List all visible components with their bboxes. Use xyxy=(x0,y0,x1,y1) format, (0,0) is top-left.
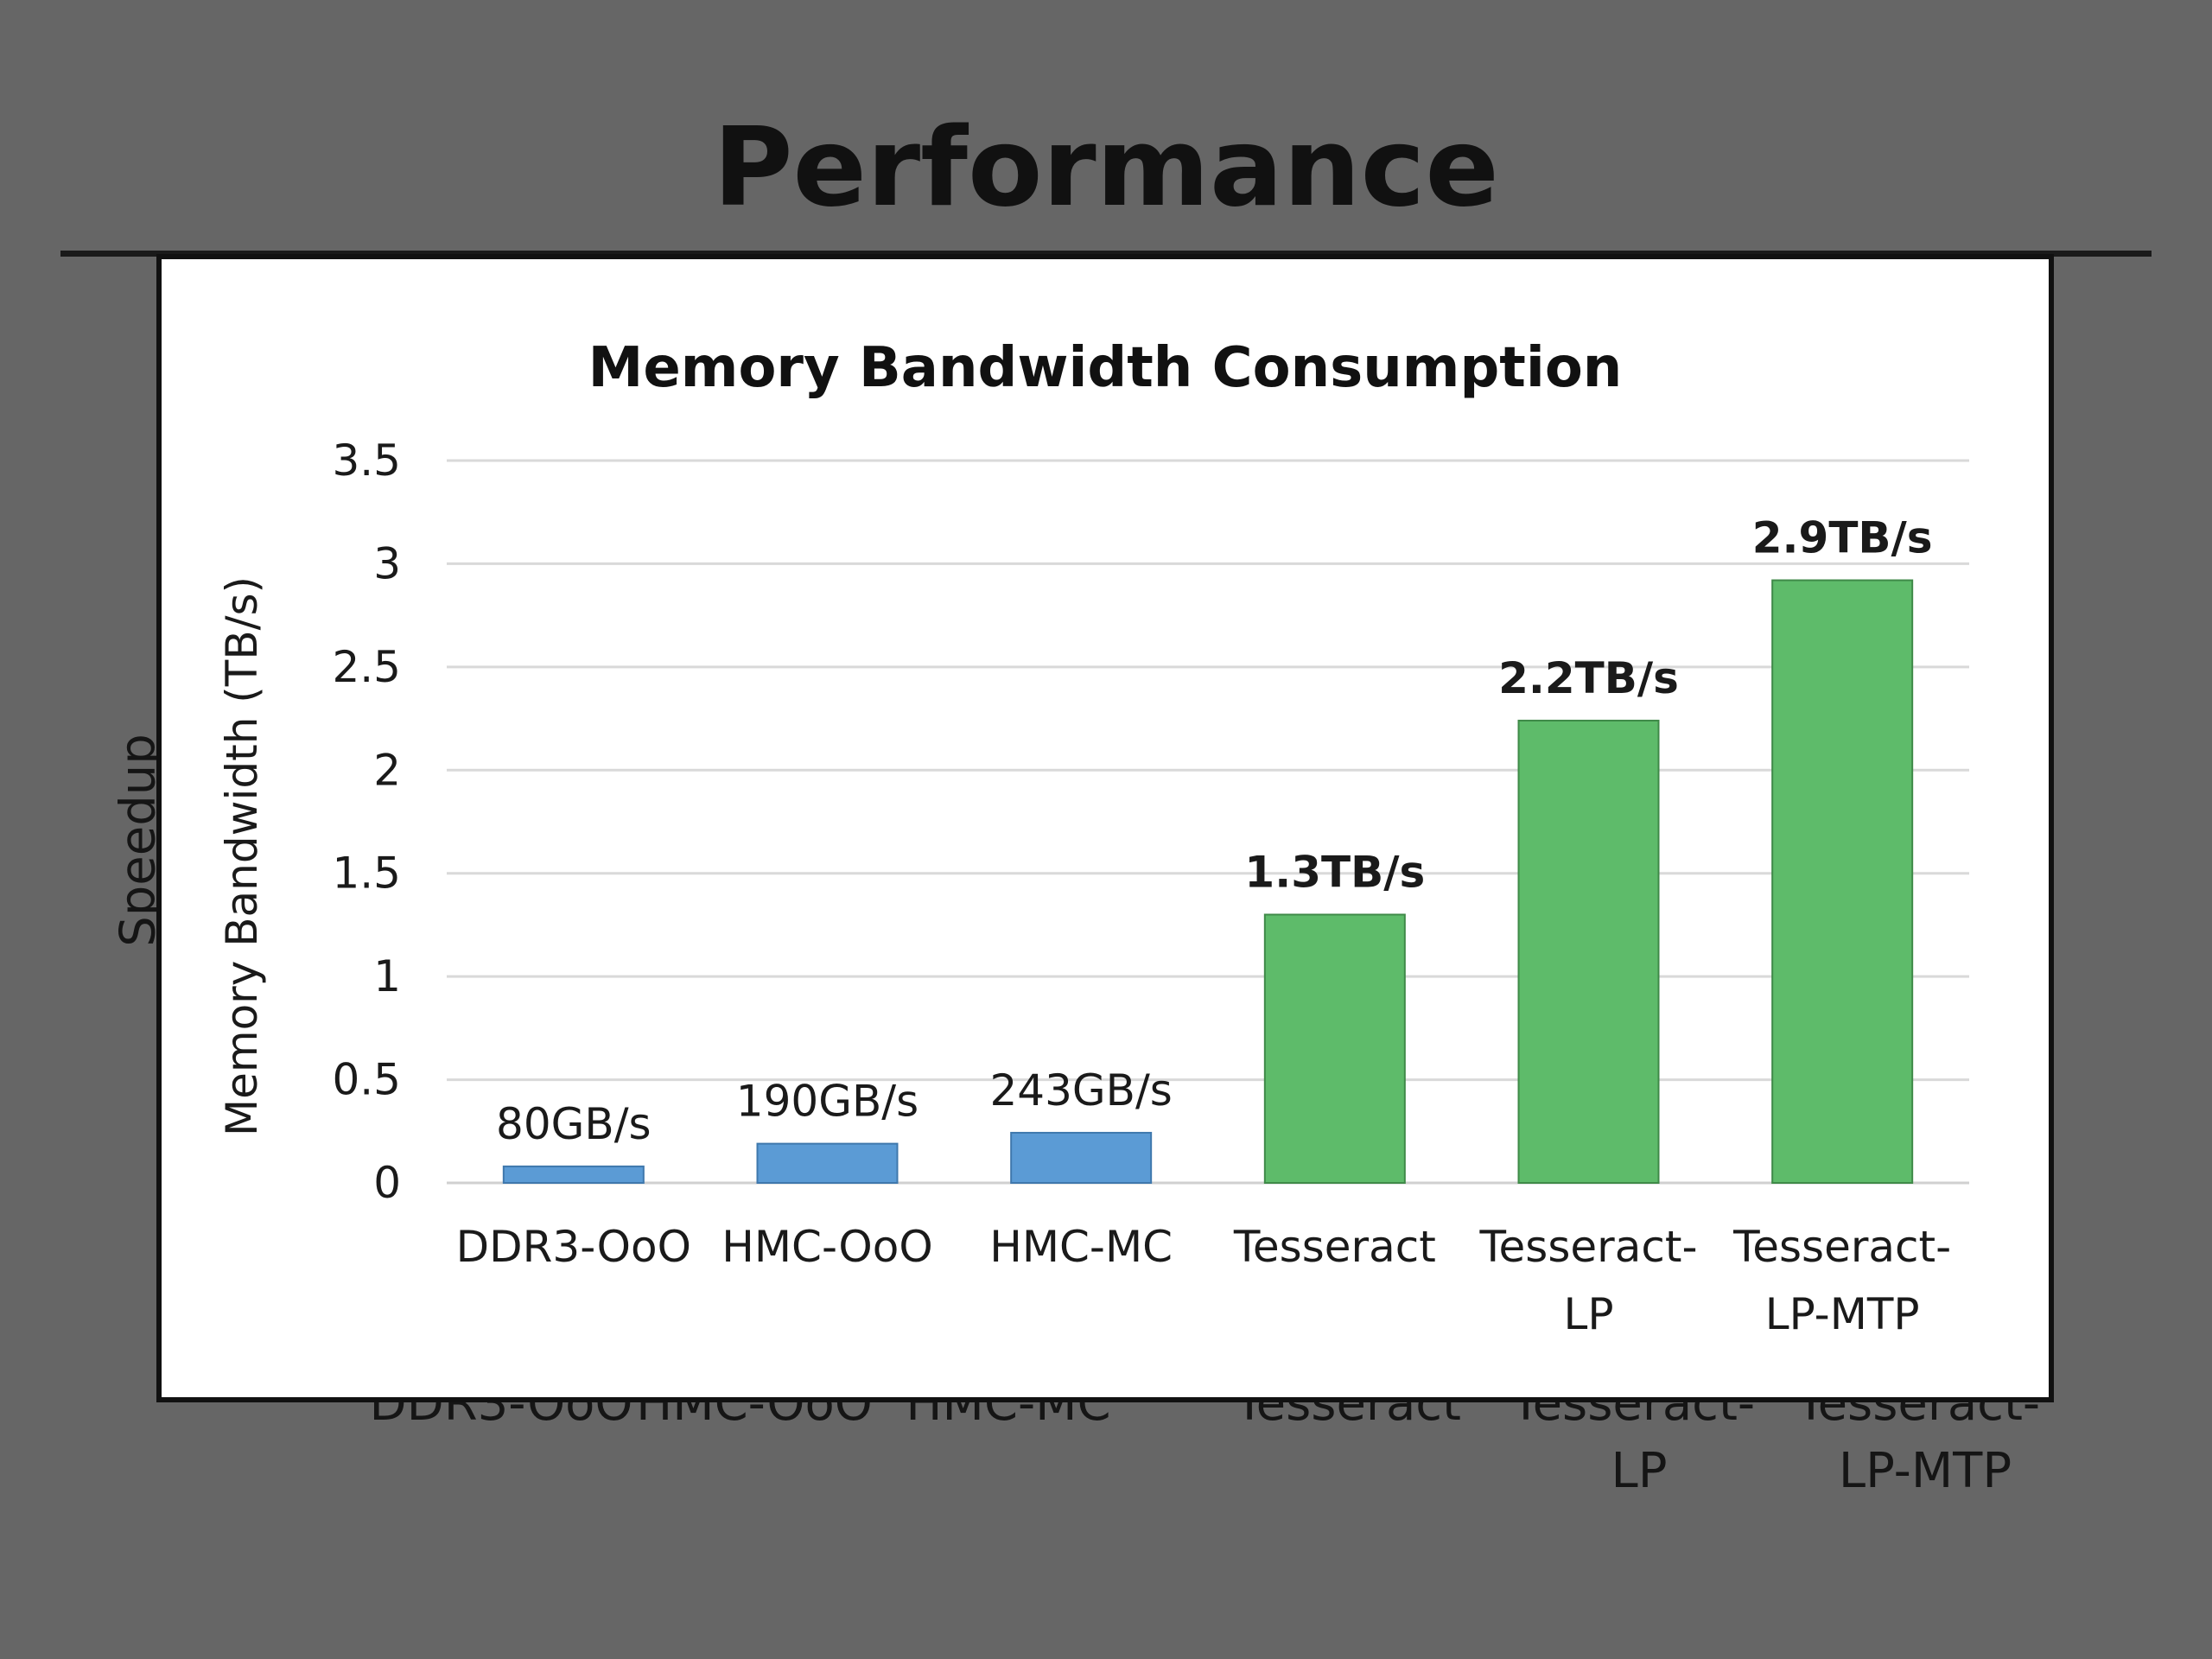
chart-panel: Memory Bandwidth Consumption Memory Bandw… xyxy=(156,254,2054,1402)
category-label: Tesseract xyxy=(1233,1222,1436,1272)
y-tick-label: 1 xyxy=(373,951,401,1001)
y-tick-label: 0.5 xyxy=(332,1055,401,1105)
bar xyxy=(1517,719,1660,1184)
y-tick-label: 0 xyxy=(373,1158,401,1208)
y-tick-label: 3.5 xyxy=(332,435,401,486)
y-tick-label: 2 xyxy=(373,745,401,795)
category-label: DDR3-OoO xyxy=(456,1222,691,1272)
bandwidth-chart: Memory Bandwidth Consumption Memory Bandw… xyxy=(217,336,1969,1339)
background-category-label: LP-MTP xyxy=(1838,1443,2012,1499)
bar xyxy=(756,1142,899,1184)
bar xyxy=(502,1165,645,1185)
data-label: 1.3TB/s xyxy=(1244,847,1425,897)
category-label: LP xyxy=(1563,1289,1613,1339)
y-tick-label: 3 xyxy=(373,538,401,588)
chart-title: Memory Bandwidth Consumption xyxy=(588,336,1623,400)
data-label: 190GB/s xyxy=(736,1077,918,1127)
data-label: 243GB/s xyxy=(989,1065,1172,1116)
category-label: HMC-OoO xyxy=(721,1222,932,1272)
background-category-label: LP xyxy=(1611,1443,1668,1499)
data-label: 80GB/s xyxy=(496,1099,652,1149)
data-label: 2.2TB/s xyxy=(1498,653,1679,703)
category-label: Tesseract- xyxy=(1732,1222,1951,1272)
bar xyxy=(1263,913,1406,1184)
title-divider xyxy=(60,251,2152,257)
y-tick-label: 2.5 xyxy=(332,642,401,692)
category-label: LP-MTP xyxy=(1765,1289,1920,1339)
bar xyxy=(1010,1131,1153,1184)
y-axis-title: Memory Bandwidth (TB/s) xyxy=(217,576,267,1136)
category-label: HMC-MC xyxy=(989,1222,1173,1272)
category-label: Tesseract- xyxy=(1478,1222,1697,1272)
bar xyxy=(1771,579,1914,1184)
y-tick-label: 1.5 xyxy=(332,849,401,899)
data-label: 2.9TB/s xyxy=(1752,513,1933,563)
slide-title: Performance xyxy=(713,104,1499,231)
